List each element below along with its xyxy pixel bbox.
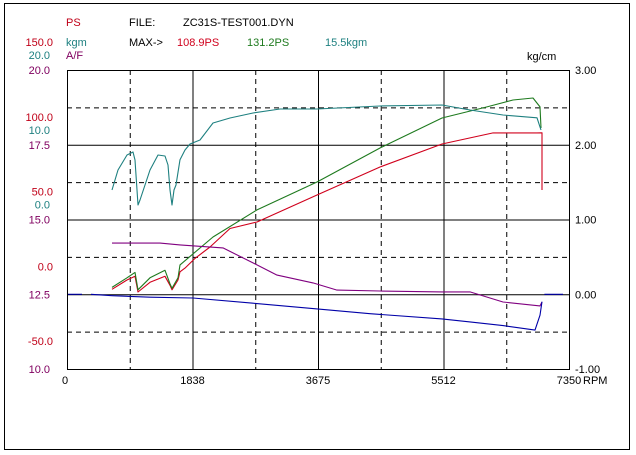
af-unit-label: A/F [66,50,83,62]
kgm-tick-label: 10.0 [29,125,50,137]
af-tick-label: 10.0 [29,364,50,376]
rpm-tick-label: 7350 [557,375,581,387]
series-line-ps-0 [111,132,543,293]
file-name: ZC31S-TEST001.DYN [183,17,294,29]
rpm-unit-label: RPM [583,375,607,387]
boost-tick-label: 1.00 [575,215,596,227]
af-tick-label: 20.0 [29,65,50,77]
axis-labels: 150.0100.050.00.0-50.020.010.00.020.017.… [25,37,600,387]
window-frame [4,3,630,450]
ps-tick-label: 100.0 [25,112,53,124]
boost-tick-label: 3.00 [575,65,596,77]
rpm-tick-label: 5512 [431,375,455,387]
max-ps2: 131.2PS [247,37,289,49]
af-tick-label: 15.0 [29,215,50,227]
rpm-tick-label: 1838 [180,375,204,387]
af-tick-label: 12.5 [29,289,50,301]
af-tick-label: 17.5 [29,140,50,152]
ps-tick-label: 150.0 [25,37,53,49]
series-line-kgm-2 [111,104,542,206]
plot-frame [67,70,570,370]
ps-tick-label: -50.0 [28,336,53,348]
rpm-tick-label: 0 [62,375,68,387]
series-line-boost-6 [90,293,113,297]
boost-tick-label: 2.00 [575,140,596,152]
kgm-tick-label: 0.0 [35,200,50,212]
series-layer [67,97,563,331]
max-label: MAX-> [129,37,163,49]
ps-tick-label: 0.0 [38,261,53,273]
ps-tick-label: 50.0 [32,187,53,199]
ps-unit-label: PS [66,17,81,29]
kgm-tick-label: 20.0 [29,50,50,62]
series-line-af-3 [112,242,543,307]
series-line-ps-1 [111,97,542,291]
boost-tick-label: 0.00 [575,289,596,301]
boost-tick-label: -1.00 [575,364,600,376]
series-line-boost-4 [111,295,543,331]
file-label: FILE: [129,17,155,29]
rpm-tick-label: 3675 [306,375,330,387]
boost-unit-label: kg/cm [527,51,556,63]
max-ps1: 108.9PS [177,37,219,49]
max-kgm: 15.5kgm [325,37,367,49]
kgm-unit-label: kgm [66,37,87,49]
